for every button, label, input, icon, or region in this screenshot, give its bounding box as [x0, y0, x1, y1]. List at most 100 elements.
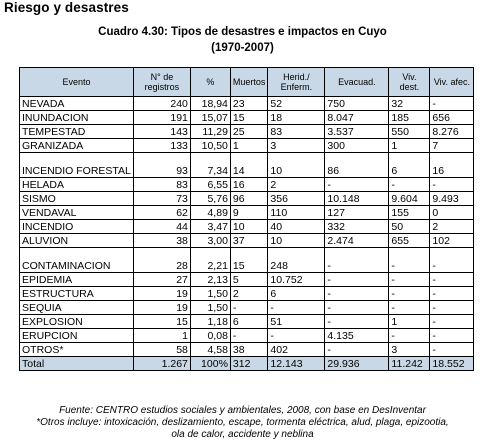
table-row: ALUVION 38 3,00 37 10 2.474 655 102: [19, 233, 475, 248]
cell-registros: 19: [132, 286, 191, 301]
cell-viv-dest: 3: [388, 342, 431, 357]
header-viv-afec: Viv. afec.: [429, 67, 475, 97]
cell-pct: 1,50: [189, 300, 231, 315]
cell-muertos: 37: [229, 233, 269, 248]
cell-viv-dest: 11.242: [388, 356, 431, 371]
cell-heridos: 40: [267, 219, 326, 234]
header-evento: Evento: [19, 67, 134, 97]
cell-viv-afec: 8.276: [429, 124, 475, 139]
cell-registros: 133: [132, 138, 191, 153]
cell-viv-afec: -: [429, 96, 475, 111]
table-row: OTROS* 58 4,58 38 402-3-: [19, 342, 475, 357]
cell-pct: 2,21: [189, 247, 231, 273]
cell-registros: 28: [132, 247, 191, 273]
cell-muertos: 96: [229, 191, 269, 206]
cell-evacuados: -: [324, 177, 390, 192]
cell-event: Total: [19, 356, 134, 371]
cell-event: INUNDACION: [19, 110, 134, 125]
cell-pct: 3,00: [189, 233, 231, 248]
table-row: INCENDIO 44 3,47 10 40 332 50 2: [19, 219, 475, 234]
cell-pct: 7,34: [189, 152, 231, 178]
header-registros: N° de registros: [132, 67, 191, 97]
cell-viv-dest: -: [388, 300, 431, 315]
cell-registros: 191: [132, 110, 191, 125]
cell-viv-dest: 50: [388, 219, 431, 234]
cell-viv-dest: 1: [388, 138, 431, 153]
cell-viv-dest: 550: [388, 124, 431, 139]
cell-heridos: 51: [267, 314, 326, 329]
cell-heridos: 10: [267, 233, 326, 248]
cell-pct: 15,07: [189, 110, 231, 125]
table-row: NEVADA 240 18,94 23 52 750 32-: [19, 96, 475, 111]
cell-heridos: 18: [267, 110, 326, 125]
cell-registros: 1.267: [132, 356, 191, 371]
cell-pct: 1,50: [189, 286, 231, 301]
cell-heridos: 3: [267, 138, 326, 153]
cell-heridos: 2: [267, 177, 326, 192]
cell-registros: 27: [132, 272, 191, 287]
cell-viv-afec: -: [429, 272, 475, 287]
cell-viv-dest: 6: [388, 152, 431, 178]
header-percent: %: [189, 67, 231, 97]
cell-viv-afec: -: [429, 342, 475, 357]
table-title: Cuadro 4.30: Tipos de desastres e impact…: [98, 26, 387, 38]
cell-viv-afec: -: [429, 300, 475, 315]
cell-event: SISMO: [19, 191, 134, 206]
cell-evacuados: -: [324, 286, 390, 301]
cell-muertos: 15: [229, 110, 269, 125]
table-row: GRANIZADA 133 10,50 1 3 300 1 7: [19, 138, 475, 153]
cell-viv-afec: -: [429, 328, 475, 343]
cell-viv-afec: 0: [429, 205, 475, 220]
cell-viv-dest: 185: [388, 110, 431, 125]
cell-event: ERUPCION: [19, 328, 134, 343]
section-heading: Riesgo y desastres: [4, 0, 129, 15]
cell-evacuados: -: [324, 314, 390, 329]
table-row: INUNDACION 191 15,07 15 18 8.047 185 656: [19, 110, 475, 125]
cell-event: EPIDEMIA: [19, 272, 134, 287]
cell-evacuados: 300: [324, 138, 390, 153]
cell-registros: 73: [132, 191, 191, 206]
table-header-row: Evento N° de registros % Muertos Herid./…: [19, 67, 475, 97]
footnote-others-continued: ola de calor, accidente y neblina: [171, 429, 314, 440]
cell-evacuados: 29.936: [324, 356, 390, 371]
table-row: TEMPESTAD 143 11,29 25 83 3.537 550 8.276: [19, 124, 475, 139]
cell-registros: 240: [132, 96, 191, 111]
cell-muertos: -: [229, 300, 269, 315]
table-period: (1970-2007): [211, 42, 274, 54]
table-row: CONTAMINACION 28 2,21 15 248- - -: [19, 247, 475, 273]
cell-evacuados: -: [324, 247, 390, 273]
cell-event: NEVADA: [19, 96, 134, 111]
cell-registros: 93: [132, 152, 191, 178]
cell-viv-afec: -: [429, 286, 475, 301]
cell-viv-dest: 1: [388, 314, 431, 329]
cell-viv-dest: 32: [388, 96, 431, 111]
cell-viv-dest: 155: [388, 205, 431, 220]
cell-viv-afec: 9.493: [429, 191, 475, 206]
cell-pct: 10,50: [189, 138, 231, 153]
cell-event: EXPLOSION: [19, 314, 134, 329]
cell-event: CONTAMINACION: [19, 247, 134, 273]
cell-viv-afec: -: [429, 247, 475, 273]
cell-heridos: 12.143: [267, 356, 326, 371]
cell-pct: 11,29: [189, 124, 231, 139]
cell-muertos: 1: [229, 138, 269, 153]
cell-evacuados: 86: [324, 152, 390, 178]
cell-registros: 62: [132, 205, 191, 220]
cell-evacuados: -: [324, 300, 390, 315]
cell-heridos: 110: [267, 205, 326, 220]
cell-registros: 143: [132, 124, 191, 139]
cell-evacuados: 2.474: [324, 233, 390, 248]
cell-event: SEQUIA: [19, 300, 134, 315]
cell-pct: 1,18: [189, 314, 231, 329]
cell-heridos: -: [267, 300, 326, 315]
cell-event: VENDAVAL: [19, 205, 134, 220]
cell-registros: 58: [132, 342, 191, 357]
cell-evacuados: 750: [324, 96, 390, 111]
table-row: ESTRUCTURA 19 1,50 2 6- - -: [19, 286, 475, 301]
cell-heridos: -: [267, 328, 326, 343]
header-muertos: Muertos: [229, 67, 269, 97]
cell-heridos: 6: [267, 286, 326, 301]
cell-viv-dest: 655: [388, 233, 431, 248]
cell-pct: 2,13: [189, 272, 231, 287]
cell-pct: 18,94: [189, 96, 231, 111]
